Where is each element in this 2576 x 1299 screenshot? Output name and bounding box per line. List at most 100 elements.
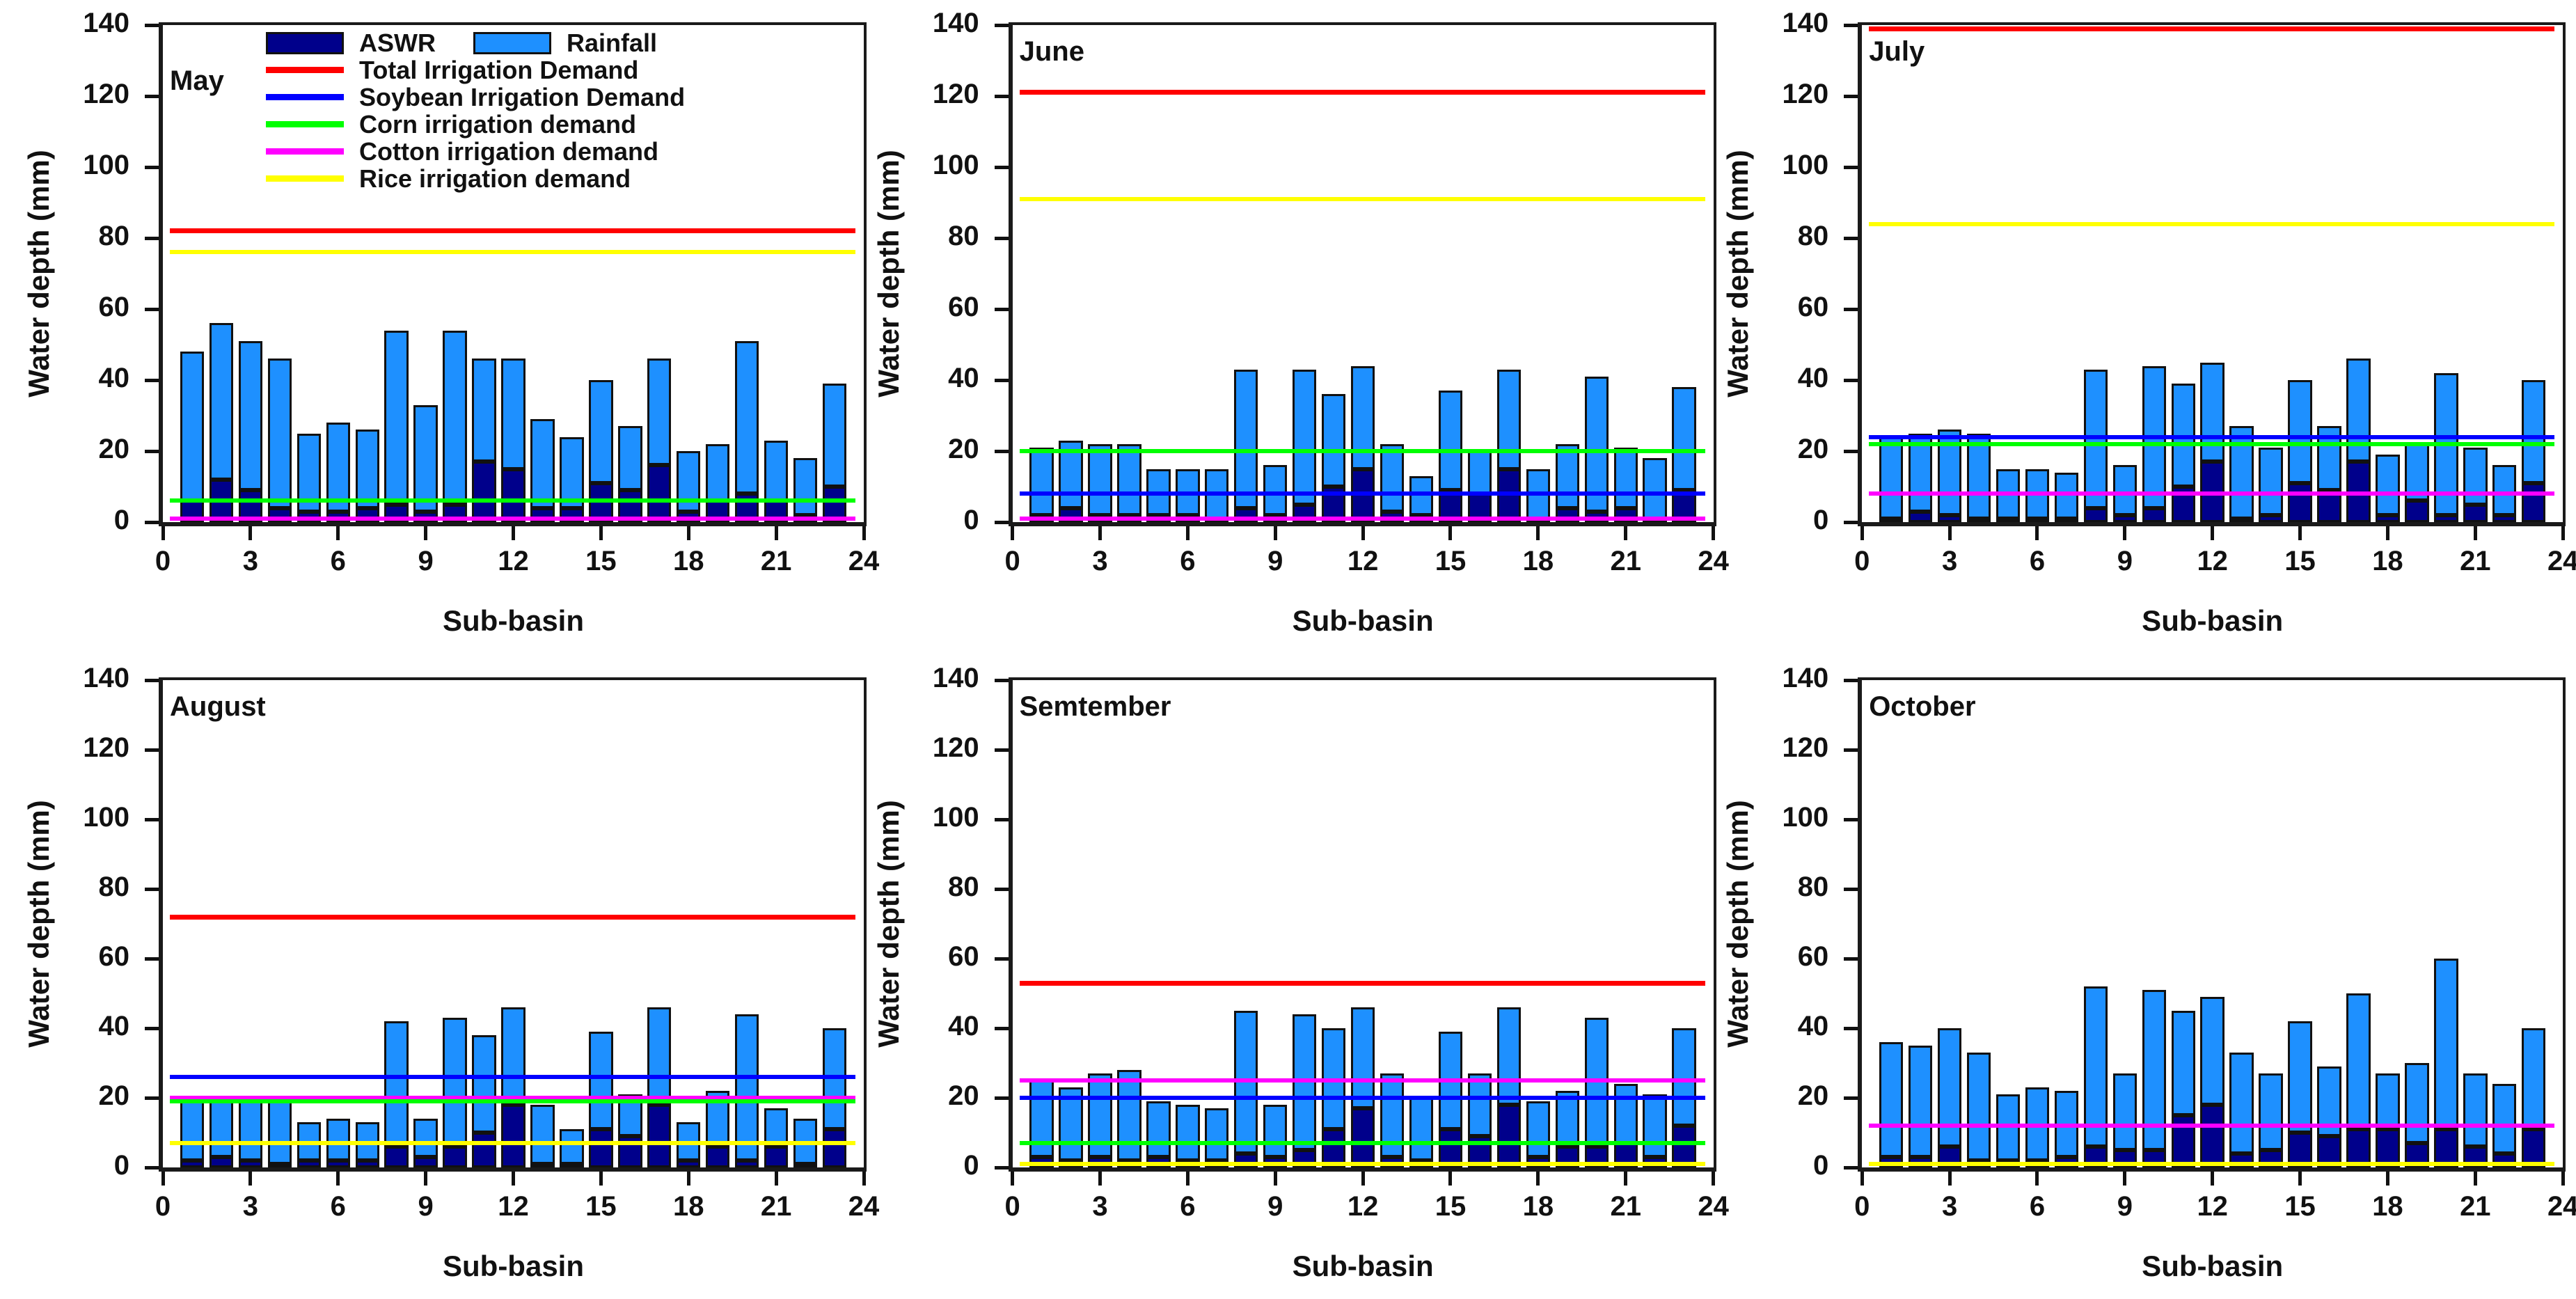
bar-aswr-segment (530, 1163, 555, 1167)
x-tick-label: 3 (242, 1191, 258, 1222)
y-tick (145, 236, 159, 240)
bar-rainfall-segment (1879, 436, 1904, 519)
bar-rainfall-segment (734, 1014, 759, 1160)
bar-aswr-segment (560, 1163, 584, 1167)
bar-aswr-segment (822, 487, 847, 522)
bar-aswr-segment (2288, 482, 2312, 522)
bar-rainfall-segment (443, 330, 467, 505)
y-tick (145, 1165, 159, 1170)
legend-swatch-rainfall (473, 31, 551, 54)
demand-line-total (1869, 26, 2555, 31)
demand-line-rice (170, 1141, 855, 1145)
bar-rainfall-segment (2142, 990, 2166, 1150)
x-tick (1947, 526, 1952, 540)
panel-month-label: Semtember (1019, 691, 1171, 722)
bar-rainfall-segment (413, 1119, 438, 1157)
x-tick (1536, 526, 1540, 540)
demand-line-corn (1869, 441, 2555, 446)
y-tick-label: 80 (1797, 872, 1829, 902)
x-tick (862, 1172, 866, 1186)
x-tick (2035, 526, 2039, 540)
x-axis-title: Sub-basin (1292, 604, 1434, 637)
bar-rainfall-segment (1496, 1007, 1522, 1105)
x-tick (1448, 526, 1453, 540)
x-tick (336, 526, 340, 540)
bar-aswr-segment (677, 1160, 701, 1167)
x-tick-label: 18 (2372, 1191, 2403, 1222)
x-tick-label: 18 (2372, 546, 2403, 576)
y-tick-label: 40 (948, 363, 979, 393)
x-tick-label: 0 (1004, 1191, 1020, 1222)
legend-label-rainfall: Rainfall (567, 28, 658, 57)
bar-aswr-segment (1937, 514, 1962, 522)
bar-rainfall-segment (267, 1098, 292, 1164)
y-axis-title: Water depth (mm) (22, 150, 55, 397)
bar-rainfall-segment (297, 433, 321, 512)
bar-rainfall-segment (501, 1007, 526, 1105)
bar-rainfall-segment (1643, 458, 1667, 519)
x-tick-label: 6 (330, 546, 346, 576)
demand-line-cotton (1869, 1124, 2555, 1128)
x-tick (1361, 526, 1365, 540)
bar-rainfall-segment (618, 426, 642, 491)
bar-rainfall-segment (2492, 1084, 2517, 1154)
y-tick-label: 60 (98, 292, 130, 322)
bar-rainfall-segment (793, 458, 818, 515)
bar-rainfall-segment (1613, 1084, 1638, 1143)
x-tick-label: 6 (2029, 546, 2046, 576)
bar-rainfall-segment (2112, 1073, 2137, 1150)
x-tick-label: 3 (1092, 1191, 1108, 1222)
y-tick-label: 60 (98, 941, 130, 972)
x-tick (1624, 1172, 1628, 1186)
bar-rainfall-segment (1908, 1046, 1933, 1157)
bar-aswr-segment (2229, 518, 2254, 522)
bar-rainfall-segment (238, 340, 263, 491)
y-tick-label: 0 (963, 505, 979, 535)
y-tick-label: 80 (98, 872, 130, 902)
y-tick-label: 100 (932, 802, 979, 833)
bar-aswr-segment (2522, 482, 2546, 522)
bar-aswr-segment (384, 1147, 409, 1167)
bar-aswr-segment (1908, 511, 1933, 522)
y-axis-title: Water depth (mm) (1721, 800, 1755, 1048)
y-tick-label: 20 (98, 434, 130, 464)
bar-rainfall-segment (1205, 1108, 1229, 1160)
x-tick (1098, 526, 1102, 540)
bar-rainfall-segment (2405, 1063, 2429, 1143)
legend-label-aswr: ASWR (359, 28, 436, 57)
x-tick-label: 9 (418, 546, 434, 576)
bar-rainfall-segment (413, 404, 438, 512)
bar-aswr-segment (734, 1160, 759, 1167)
bar-rainfall-segment (1117, 1070, 1141, 1160)
bar-aswr-segment (647, 465, 672, 522)
bar-rainfall-segment (180, 1101, 205, 1160)
y-tick (1844, 520, 1858, 524)
bar-rainfall-segment (1263, 465, 1288, 515)
bar-rainfall-segment (2522, 1028, 2546, 1129)
bar-rainfall-segment (1555, 1091, 1579, 1147)
bar-rainfall-segment (2522, 380, 2546, 483)
panel-month-label: October (1869, 691, 1976, 722)
legend-line-swatch-soybean (266, 94, 344, 100)
y-axis-title: Water depth (mm) (871, 800, 905, 1048)
y-tick-label: 40 (98, 1011, 130, 1041)
x-tick (774, 1172, 778, 1186)
x-tick (1712, 1172, 1716, 1186)
bar-rainfall-segment (1643, 1094, 1667, 1157)
demand-line-rice (170, 250, 855, 255)
x-tick-label: 21 (1610, 1191, 1641, 1222)
bar-rainfall-segment (2200, 997, 2225, 1105)
bar-rainfall-segment (1088, 443, 1112, 515)
bar-rainfall-segment (1350, 1007, 1375, 1108)
chart-panel-july: 0 20 40 60 80 100 120 140 0 3 6 9 12 15 18 21 24 July Sub-… (1717, 0, 2576, 650)
x-tick (1361, 1172, 1365, 1186)
y-tick (145, 449, 159, 453)
y-tick-label: 100 (83, 150, 129, 180)
x-tick (2298, 526, 2302, 540)
bar-rainfall-segment (2492, 465, 2517, 515)
y-tick (994, 236, 1009, 240)
demand-line-soybean (1019, 491, 1705, 496)
y-tick (145, 817, 159, 821)
bar-aswr-segment (209, 1157, 234, 1167)
demand-line-cotton (170, 516, 855, 521)
